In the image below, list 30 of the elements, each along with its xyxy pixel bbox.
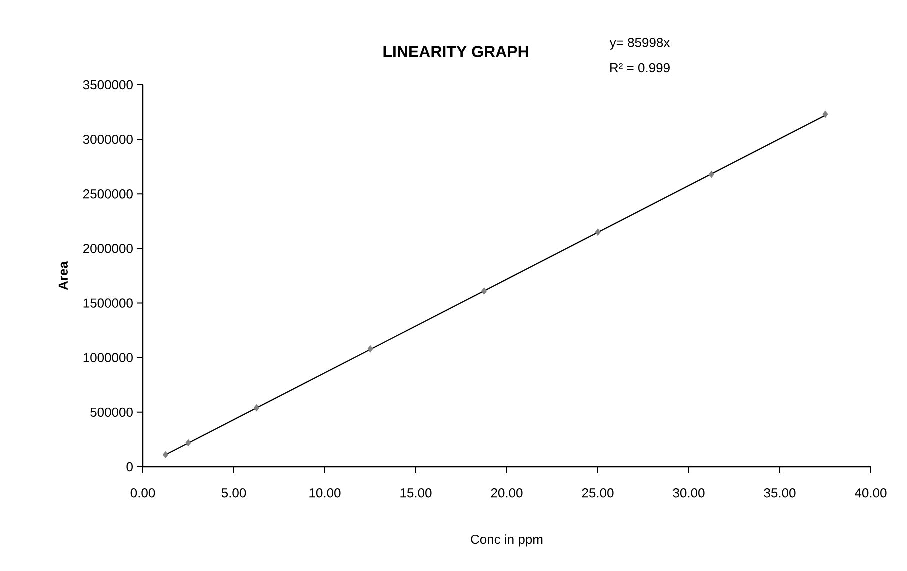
x-tick-label: 20.00 [491, 488, 523, 498]
x-tick-label: 30.00 [673, 488, 705, 498]
point [822, 110, 828, 118]
text: y= 85998x [610, 38, 670, 50]
point [481, 288, 488, 295]
y-tick-label: 3000000 [83, 134, 133, 144]
x-tick-label: 15.00 [400, 488, 432, 498]
point [254, 404, 260, 412]
x-tick-label: 5.00 [222, 488, 246, 498]
y-tick-label: 2000000 [84, 244, 133, 254]
y-tick-label: 0 [126, 462, 133, 472]
chart-title: LINEARITY GRAPH [384, 46, 528, 58]
point [186, 439, 192, 447]
y-tick-label: 500000 [90, 408, 133, 418]
x-axis-title: Conc in ppm [471, 534, 543, 547]
y-axis-title: Area [58, 261, 68, 290]
x-tick-label: 25.00 [582, 488, 614, 498]
text: R² = 0.999 [610, 63, 670, 73]
point [595, 228, 601, 236]
x-tick-label: 35.00 [764, 488, 796, 498]
point [368, 345, 374, 353]
point [708, 170, 715, 178]
x-tick-label: 40.00 [855, 488, 887, 498]
y-tick-label: 1000000 [84, 353, 133, 362]
x-tick-label: 0.00 [130, 488, 156, 498]
y-tick-label: 3500000 [83, 80, 133, 90]
x-tick-label: 10.00 [310, 488, 341, 498]
point [162, 451, 169, 459]
y-tick-label: 2500000 [84, 190, 133, 199]
y-tick-label: 1500000 [84, 298, 133, 308]
